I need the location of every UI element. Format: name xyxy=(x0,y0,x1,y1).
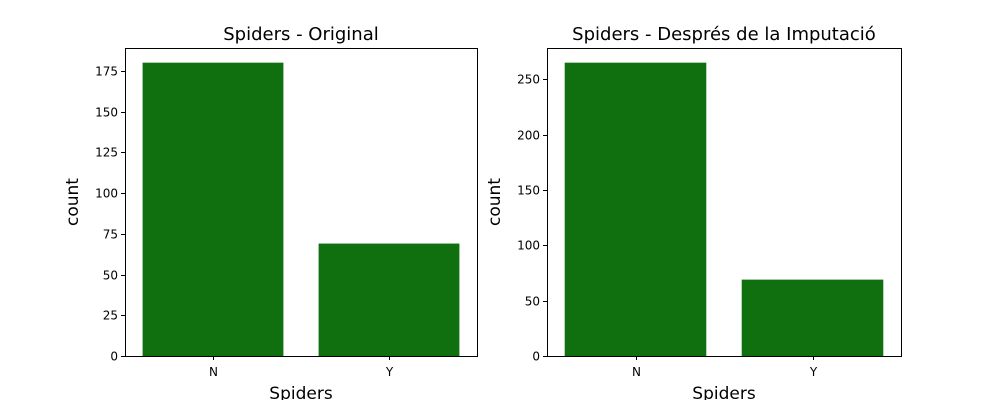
y-axis-label: count xyxy=(485,178,505,226)
x-axis-label: Spiders xyxy=(692,384,756,400)
y-tick-label: 150 xyxy=(517,184,540,198)
x-axis-label: Spiders xyxy=(269,384,333,400)
x-tick-label: Y xyxy=(809,365,818,379)
y-tick-label: 0 xyxy=(110,350,118,364)
y-tick-label: 250 xyxy=(517,73,540,87)
y-tick-label: 200 xyxy=(517,129,540,143)
chart-spiders-original: Spiders - Original Spiders count 0 25 50 75… xyxy=(63,24,478,400)
x-tick-label: N xyxy=(209,365,218,379)
x-tick-label: N xyxy=(632,365,641,379)
bar-y xyxy=(318,243,460,356)
y-tick-label: 0 xyxy=(532,350,540,364)
plot-frame xyxy=(125,48,478,357)
y-tick-label: 25 xyxy=(103,309,118,323)
chart-title: Spiders - Després de la Imputació xyxy=(572,24,876,45)
y-tick-label: 175 xyxy=(95,65,118,79)
chart-spiders-after-imputation: Spiders - Després de la Imputació Spider… xyxy=(485,24,902,400)
y-tick-label: 150 xyxy=(95,106,118,120)
bar-n xyxy=(142,62,284,357)
y-tick-label: 100 xyxy=(517,239,540,253)
plot-frame xyxy=(547,48,902,357)
bar-n xyxy=(564,62,707,357)
y-tick-label: 100 xyxy=(95,187,118,201)
y-tick-label: 125 xyxy=(95,146,118,160)
x-tick-label: Y xyxy=(385,365,394,379)
y-axis-label: count xyxy=(63,178,83,226)
bar-y xyxy=(741,279,884,356)
y-tick-label: 50 xyxy=(103,269,118,283)
chart-title: Spiders - Original xyxy=(223,24,379,45)
y-tick-label: 75 xyxy=(103,228,118,242)
y-tick-label: 50 xyxy=(525,295,540,309)
